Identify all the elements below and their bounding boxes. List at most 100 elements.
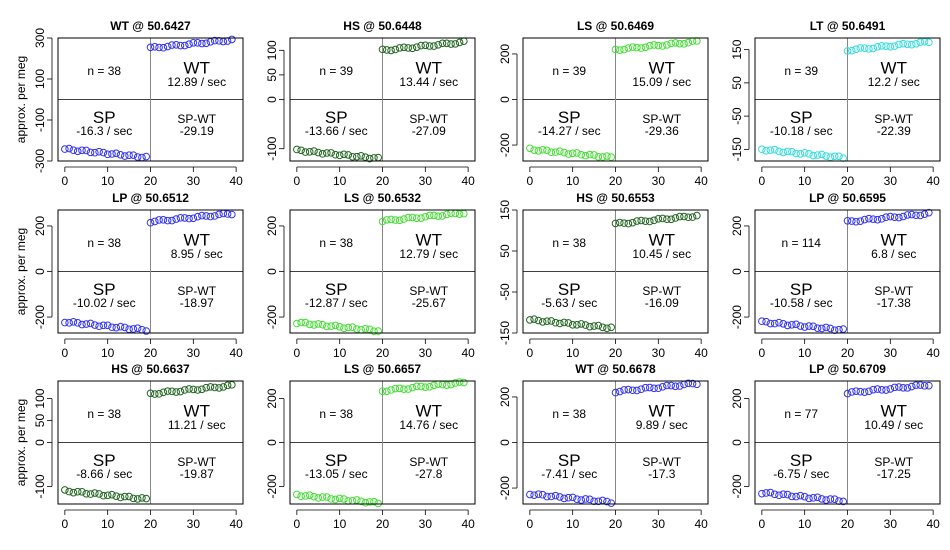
diff-value: -29.19 [180,124,214,138]
x-tick-label: 30 [187,517,201,531]
y-tick-label: 0 [730,268,744,275]
data-point [675,39,684,48]
data-point [430,42,438,50]
data-point [526,316,534,324]
n-label: n = 38 [87,236,121,250]
y-tick-label: -100 [265,136,279,160]
x-tick-label: 0 [294,346,301,360]
data-point [176,387,185,396]
data-point [327,149,335,157]
data-point [150,217,159,226]
data-point [310,492,318,501]
data-point [667,381,675,390]
data-point [779,148,788,157]
diff-label: SP-WT [409,455,448,469]
data-point [534,490,543,498]
data-point [916,381,925,389]
data-point [663,215,671,224]
data-point [770,145,779,154]
panel-title: LS @ 50.6532 [344,191,421,205]
sp-rate: -14.27 / sec [538,124,601,138]
data-point [637,216,645,225]
data-point [430,211,438,220]
data-point [121,152,129,160]
data-point [310,147,318,155]
x-tick-label: 40 [461,346,475,360]
data-point [293,145,301,154]
wt-rate: 8.95 / sec [171,247,223,261]
data-point [82,489,91,498]
data-point [675,382,684,390]
data-point [387,215,395,224]
data-point [620,386,628,394]
data-point [843,216,852,225]
x-tick-label: 0 [294,174,301,188]
data-point [590,322,598,330]
data-point [658,214,667,223]
y-tick-label: -200 [33,305,47,329]
data-point [805,494,813,503]
data-point [391,384,400,393]
panel-title: HS @ 50.6637 [111,362,190,376]
data-point [193,386,202,394]
panel-8: LP @ 50.6595 n = 114 WT6.8 / sec SP-10.58 /… [730,191,941,360]
diff-label: SP-WT [409,284,448,298]
data-point [65,319,73,327]
data-point [189,38,198,47]
n-label: n = 38 [319,407,353,421]
x-tick-label: 20 [144,174,158,188]
data-point [133,324,142,332]
data-point [654,384,663,393]
panel-title: LP @ 50.6512 [112,191,189,205]
data-point [335,494,344,503]
data-point [442,39,451,48]
data-point [206,383,215,391]
y-tick-label: 200 [730,216,744,236]
y-axis-label: approx. per meg [14,228,28,315]
diff-value: -19.87 [180,467,214,481]
panel-title: LS @ 50.6469 [577,19,654,33]
data-point [762,146,770,155]
n-label: n = 38 [552,407,586,421]
x-tick-label: 10 [798,517,812,531]
data-point [340,495,348,503]
data-point [667,215,675,224]
data-point [314,494,323,502]
data-point [455,210,464,218]
data-point [378,45,387,54]
data-point [615,387,624,396]
data-point [912,39,920,48]
data-point [680,380,688,389]
x-tick-label: 0 [62,346,69,360]
data-point [547,148,556,156]
data-point [357,497,365,506]
data-point [395,216,404,225]
data-point [451,40,460,48]
data-point [775,147,783,156]
sp-label: SP [558,280,581,299]
wt-rate: 15.09 / sec [632,75,691,89]
x-tick-label: 40 [694,346,708,360]
x-tick-label: 0 [759,174,766,188]
data-point [442,381,451,389]
data-point [556,493,564,501]
data-point [650,216,658,225]
data-point [391,45,400,54]
data-point [847,46,856,55]
y-tick-label: -200 [265,474,279,498]
data-point [305,147,314,156]
x-tick-label: 20 [376,517,390,531]
data-point [822,323,830,332]
data-point [762,317,770,326]
data-point [340,324,348,333]
diff-value: -18.97 [180,296,214,310]
data-point [770,319,779,328]
data-point [611,219,620,228]
data-point [382,387,391,396]
wt-label: WT [184,59,210,78]
x-tick-label: 40 [229,346,243,360]
x-tick-label: 40 [229,174,243,188]
